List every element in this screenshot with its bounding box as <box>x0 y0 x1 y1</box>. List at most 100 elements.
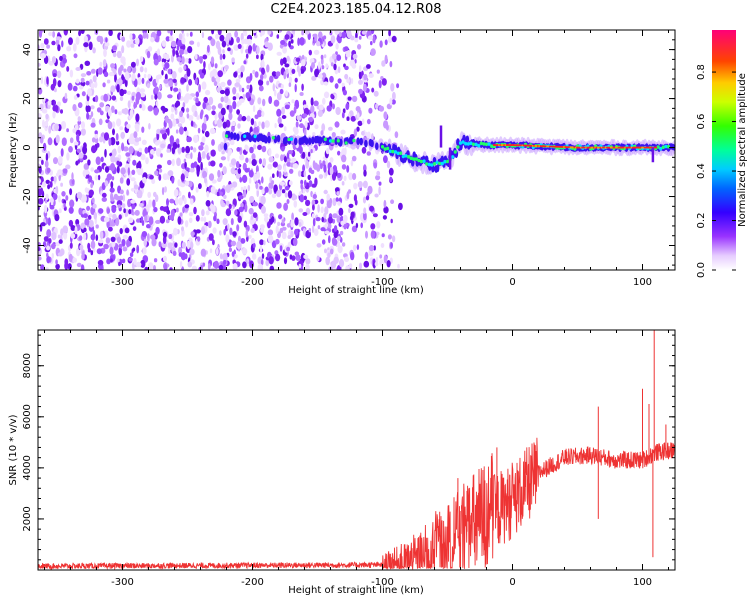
track-peak <box>530 144 533 147</box>
noise-blob <box>148 46 153 52</box>
noise-blob <box>121 203 126 209</box>
noise-blob <box>80 128 86 136</box>
track-highlight <box>289 137 294 141</box>
noise-blob <box>297 170 302 177</box>
track-highlight <box>445 159 450 164</box>
noise-blob <box>220 96 225 103</box>
noise-blob <box>389 176 393 183</box>
track-core <box>264 136 268 144</box>
noise-blob <box>397 263 400 269</box>
noise-blob <box>93 212 98 220</box>
noise-blob <box>267 221 271 229</box>
noise-blob <box>303 195 307 201</box>
noise-blob <box>77 159 80 164</box>
noise-blob <box>285 68 289 75</box>
noise-blob <box>206 44 210 53</box>
noise-blob <box>302 228 306 236</box>
noise-blob <box>329 157 334 163</box>
track-peak <box>624 146 626 149</box>
track-core <box>267 135 271 144</box>
noise-blob <box>126 239 130 248</box>
track-highlight <box>466 142 470 146</box>
noise-blob <box>69 199 75 208</box>
noise-blob <box>388 30 391 37</box>
noise-blob <box>342 214 348 223</box>
track-peak <box>539 145 542 147</box>
noise-blob <box>320 198 324 205</box>
track-peak <box>512 144 515 146</box>
noise-blob <box>137 170 142 176</box>
noise-blob <box>326 105 332 112</box>
noise-blob <box>217 103 223 109</box>
noise-blob <box>67 82 73 91</box>
noise-blob <box>203 61 206 69</box>
noise-blob <box>99 136 104 143</box>
noise-blob <box>116 165 120 174</box>
noise-blob <box>184 170 189 178</box>
noise-blob <box>133 257 137 266</box>
noise-blob <box>320 57 324 65</box>
noise-blob <box>116 83 120 93</box>
track-peak <box>516 144 518 147</box>
noise-blob <box>60 148 64 157</box>
noise-blob <box>42 142 47 151</box>
spectrogram-y-axis-label: Frequency (Hz) <box>8 112 19 188</box>
noise-blob <box>223 194 227 200</box>
noise-blob <box>324 206 329 215</box>
noise-blob <box>119 88 125 97</box>
noise-blob <box>168 248 171 255</box>
track-highlight <box>323 137 327 142</box>
noise-blob <box>115 140 120 146</box>
noise-blob <box>206 190 210 198</box>
track-peak <box>603 146 606 149</box>
noise-blob <box>146 33 149 40</box>
noise-blob <box>129 136 135 145</box>
noise-blob <box>129 252 134 257</box>
track-peak <box>620 146 622 149</box>
noise-blob <box>201 226 205 235</box>
noise-blob <box>122 246 128 252</box>
noise-blob <box>190 120 194 127</box>
noise-blob <box>341 181 345 186</box>
track-peak <box>528 144 530 147</box>
noise-blob <box>221 40 227 48</box>
noise-blob <box>150 36 155 43</box>
noise-blob <box>272 161 278 168</box>
noise-blob <box>324 248 327 254</box>
noise-blob <box>391 99 396 105</box>
noise-blob <box>81 121 85 130</box>
noise-blob <box>172 250 177 256</box>
track-peak <box>565 146 568 148</box>
track-peak <box>561 146 564 148</box>
noise-blob <box>78 207 83 215</box>
noise-blob <box>189 31 193 37</box>
noise-blob <box>222 259 227 265</box>
track-core <box>359 137 364 146</box>
noise-blob <box>226 32 232 39</box>
noise-blob <box>390 83 395 92</box>
noise-blob <box>243 30 247 36</box>
noise-blob <box>120 131 125 139</box>
noise-blob <box>304 30 310 35</box>
noise-blob <box>281 217 285 224</box>
noise-blob <box>188 58 192 64</box>
noise-blob <box>181 36 186 45</box>
track-peak <box>545 145 547 148</box>
noise-blob <box>46 44 50 49</box>
track-peak <box>641 146 643 149</box>
noise-blob <box>153 206 158 213</box>
y-tick-label: -20 <box>22 188 33 204</box>
noise-blob <box>38 178 42 184</box>
noise-blob <box>159 215 166 224</box>
noise-blob <box>358 71 362 80</box>
noise-blob <box>161 69 164 76</box>
track-highlight <box>352 138 356 143</box>
noise-blob <box>337 66 341 74</box>
noise-blob <box>53 88 57 93</box>
noise-blob <box>197 236 201 242</box>
snr-series-line <box>38 330 675 570</box>
noise-blob <box>268 156 274 163</box>
noise-blob <box>179 261 183 269</box>
noise-blob <box>260 195 266 205</box>
noise-blob <box>192 147 197 153</box>
